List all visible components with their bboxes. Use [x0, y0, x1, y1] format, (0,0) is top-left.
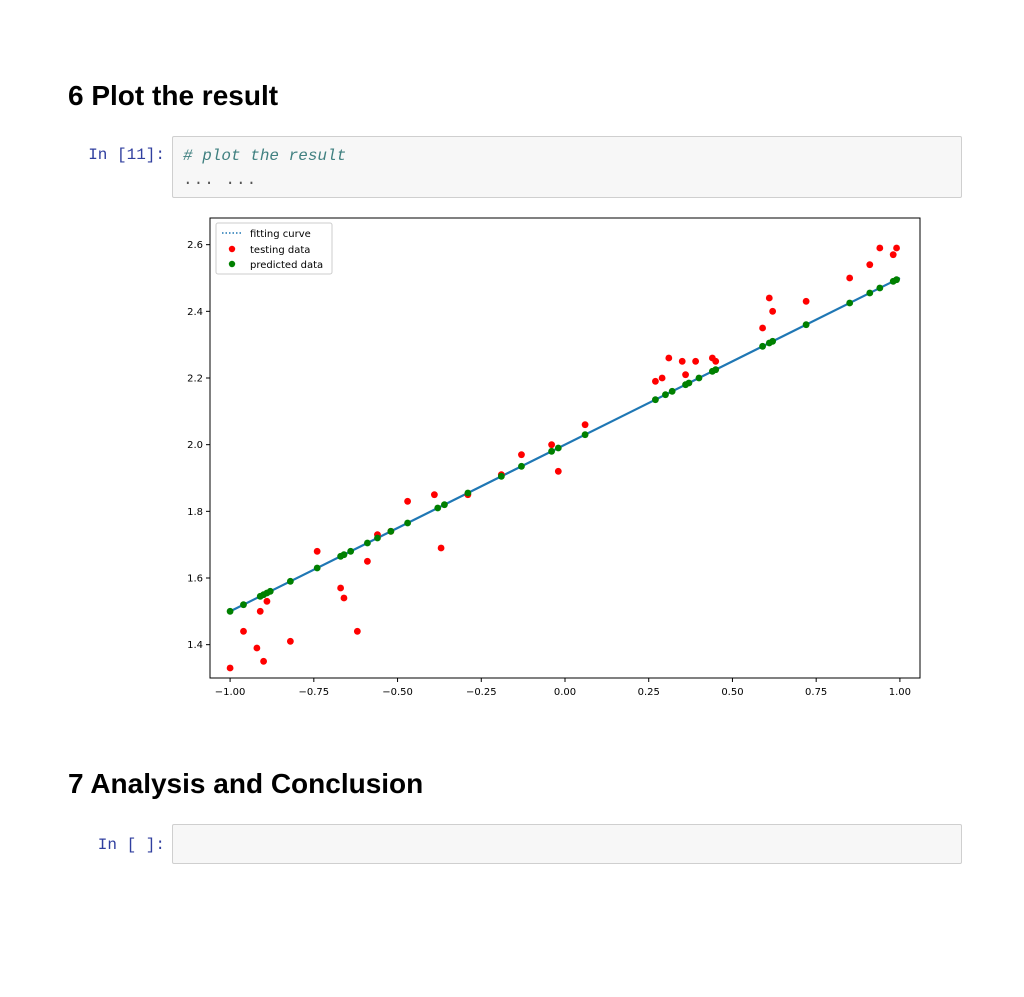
predicted-data-point [286, 577, 294, 585]
predicted-data-point [554, 444, 562, 452]
testing-data-point [340, 594, 348, 602]
y-tick-label: 2.4 [187, 307, 203, 318]
testing-data-point [548, 441, 556, 449]
predicted-data-point [347, 547, 355, 555]
scatter-plot: −1.00 −0.75 −0.50 −0.25 0.00 0.25 0.50 0.75 1.00… [187, 217, 921, 698]
testing-data-point [652, 377, 659, 385]
code-cell-input[interactable]: # plot the result ... ... [172, 136, 962, 198]
predicted-data-point [226, 607, 234, 615]
predicted-data-point [846, 299, 854, 307]
testing-data-point [353, 627, 361, 635]
predicted-data-point [769, 337, 777, 345]
predicted-data-point [695, 374, 703, 382]
testing-data-point [712, 357, 720, 365]
predicted-data-point [387, 527, 395, 535]
x-tick-label: 0.75 [805, 687, 827, 698]
testing-data-point [260, 657, 267, 665]
testing-data-point [692, 357, 700, 365]
testing-data-point [404, 497, 411, 505]
y-tick-label: 2.6 [187, 240, 203, 251]
testing-data-point [581, 421, 589, 429]
predicted-data-point [364, 539, 371, 547]
testing-data-point [437, 544, 445, 552]
predicted-data-point [464, 489, 472, 497]
legend-fitting-curve-label: fitting curve [250, 229, 311, 240]
predicted-data-point [340, 551, 348, 559]
section-heading-analysis: 7 Analysis and Conclusion [68, 768, 424, 799]
predicted-data-point [581, 431, 589, 439]
x-tick-label: 0.25 [638, 687, 660, 698]
predicted-data-point [518, 462, 525, 470]
predicted-data-point [374, 534, 381, 542]
predicted-data-point [802, 321, 810, 329]
legend-predicted-data-swatch [228, 260, 236, 268]
testing-data-point [889, 251, 897, 259]
x-tick-label: 0.50 [721, 687, 743, 698]
legend-testing-data-label: testing data [250, 245, 310, 256]
testing-data-point [337, 584, 345, 592]
predicted-data-point [497, 472, 505, 480]
predicted-data-point [866, 289, 874, 297]
plot-frame [209, 217, 921, 679]
predicted-data-point [893, 276, 900, 284]
empty-code-cell-input[interactable] [172, 824, 962, 864]
testing-data-point [286, 637, 294, 645]
x-tick-label: −1.00 [215, 687, 246, 698]
predicted-data-point [685, 379, 693, 387]
x-tick-label: −0.25 [466, 687, 497, 698]
predicted-data-point [712, 366, 720, 374]
testing-data-point [364, 557, 371, 565]
testing-data-point [802, 297, 810, 305]
legend-predicted-data-label: predicted data [250, 260, 323, 271]
y-tick-label: 1.6 [187, 574, 203, 585]
testing-data-point [759, 324, 766, 332]
testing-data-point [554, 467, 562, 475]
predicted-data-point [441, 501, 448, 509]
x-tick-label: 0.00 [554, 687, 576, 698]
predicted-data-point [548, 447, 556, 455]
testing-data-point [866, 261, 874, 269]
predicted-data-point [266, 587, 274, 595]
legend-testing-data-swatch [228, 245, 236, 253]
predicted-data-point [434, 504, 442, 512]
y-tick-label: 1.4 [187, 640, 203, 651]
section-heading-plot: 6 Plot the result [68, 80, 279, 111]
cell-prompt-empty: In [ ]: [97, 836, 165, 854]
testing-data-point [226, 664, 234, 672]
y-tick-label: 2.2 [187, 374, 203, 385]
testing-data-point [876, 244, 884, 252]
predicted-data-point [759, 342, 766, 350]
legend-box [215, 222, 333, 275]
y-tick-label: 2.0 [187, 440, 203, 451]
testing-data-point [240, 627, 247, 635]
testing-data-point [678, 357, 686, 365]
testing-data-point [765, 294, 773, 302]
testing-data-point [769, 307, 777, 315]
predicted-data-point [876, 284, 884, 292]
x-tick-label: 1.00 [889, 687, 911, 698]
x-tick-label: −0.75 [298, 687, 329, 698]
code-comment: # plot the result [183, 147, 347, 165]
predicted-data-point [668, 387, 676, 395]
y-tick-label: 1.8 [187, 507, 203, 518]
predicted-data-point [652, 396, 659, 404]
testing-data-point [846, 274, 854, 282]
predicted-data-point [662, 391, 669, 399]
cell-prompt: In [11]: [88, 146, 165, 164]
testing-data-point [256, 607, 264, 615]
testing-data-point [313, 547, 321, 555]
testing-data-point [263, 597, 271, 605]
testing-data-point [430, 491, 438, 499]
predicted-data-point [404, 519, 411, 527]
collapsed-code-indicator[interactable]: ... ... [183, 171, 258, 189]
testing-data-point [682, 371, 689, 379]
predicted-data-point [313, 564, 321, 572]
testing-data-point [658, 374, 666, 382]
testing-data-point [665, 354, 673, 362]
predicted-data-point [240, 601, 247, 609]
x-tick-label: −0.50 [382, 687, 413, 698]
testing-data-point [893, 244, 900, 252]
testing-data-point [253, 644, 261, 652]
testing-data-point [518, 451, 525, 459]
